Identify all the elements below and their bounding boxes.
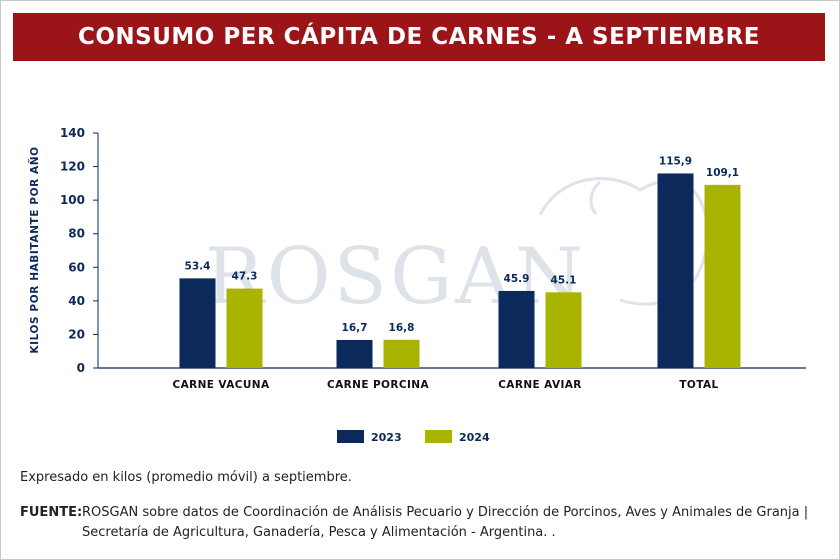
y-tick-label: 40	[68, 294, 85, 308]
bar-2023	[657, 173, 694, 368]
footnote: Expresado en kilos (promedio móvil) a se…	[20, 470, 352, 485]
x-tick-label: CARNE PORCINA	[327, 379, 429, 391]
chart-bars: 53.4 47.3 CARNE VACUNA 16,7 16,8 CARNE PORCIN…	[172, 155, 741, 391]
data-label: 45.9	[504, 273, 530, 285]
y-tick-label: 60	[68, 260, 85, 274]
legend-swatch-2023	[337, 430, 364, 443]
x-tick-label: TOTAL	[679, 379, 718, 391]
y-tick-label: 100	[60, 193, 85, 207]
chart-axes: 0 20 40 60 80 100 120 140 KILOS POR HABITANTE PO…	[28, 126, 806, 375]
chart-title-banner: CONSUMO PER CÁPITA DE CARNES - A SEPTIEM…	[13, 13, 825, 61]
y-tick-label: 0	[77, 361, 85, 375]
legend-label: 2023	[371, 431, 402, 444]
x-tick-label: CARNE AVIAR	[498, 379, 582, 391]
x-tick-label: CARNE VACUNA	[172, 379, 269, 391]
data-label: 16,7	[342, 322, 368, 334]
data-label: 45.1	[551, 274, 577, 286]
chart-title: CONSUMO PER CÁPITA DE CARNES - A SEPTIEM…	[78, 24, 760, 50]
source-label: FUENTE:	[20, 505, 83, 520]
y-tick-label: 120	[60, 160, 85, 174]
bar-2024	[545, 292, 582, 368]
y-axis-title: KILOS POR HABITANTE POR AÑO	[28, 146, 41, 353]
bar-2024	[383, 339, 420, 368]
bar-2023	[179, 278, 216, 368]
data-label: 47.3	[232, 271, 258, 283]
data-label: 53.4	[185, 260, 211, 272]
bar-2023	[336, 339, 373, 368]
data-label: 109,1	[706, 167, 739, 179]
source-block: FUENTE: ROSGAN sobre datos de Coordinaci…	[20, 503, 825, 543]
data-label: 115,9	[659, 155, 692, 167]
y-tick-label: 140	[60, 126, 85, 140]
watermark: ROSGAN	[205, 177, 709, 322]
source-text: ROSGAN sobre datos de Coordinación de An…	[82, 505, 809, 540]
legend-label: 2024	[459, 431, 490, 444]
y-tick-label: 80	[68, 227, 85, 241]
chart-legend: 2023 2024	[337, 430, 490, 444]
legend-swatch-2024	[425, 430, 452, 443]
y-tick-label: 20	[68, 327, 85, 341]
data-label: 16,8	[389, 322, 415, 334]
bar-2023	[498, 290, 535, 368]
bar-2024	[226, 288, 263, 368]
bar-2024	[704, 184, 741, 368]
